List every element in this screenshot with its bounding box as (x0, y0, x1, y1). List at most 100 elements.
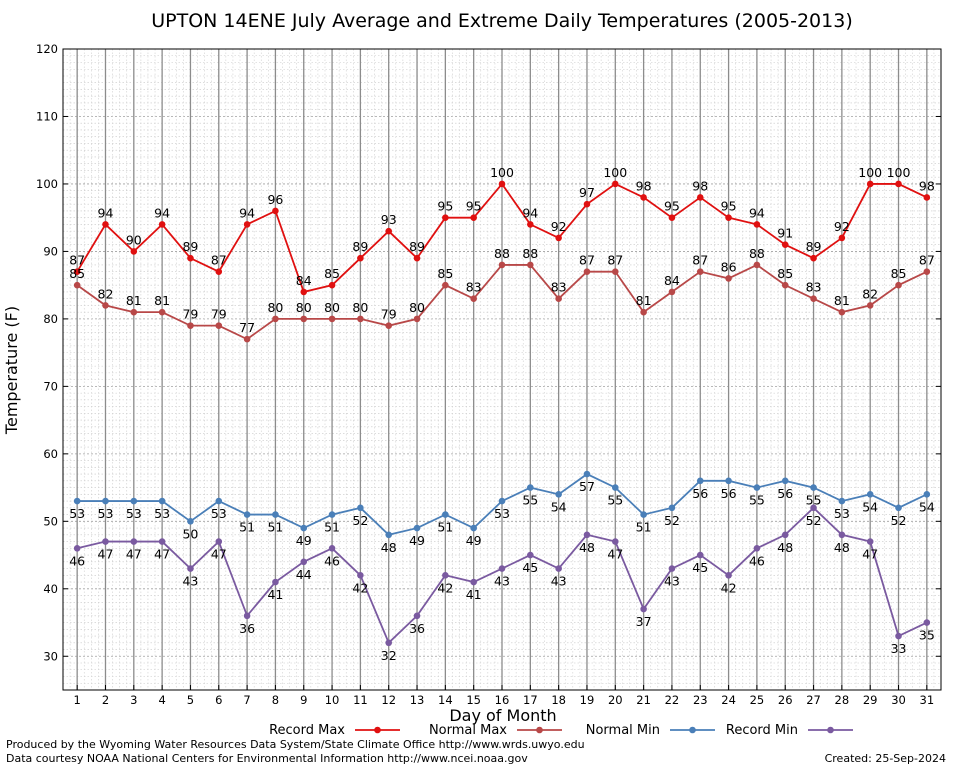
data-point (696, 551, 704, 559)
data-point (838, 308, 846, 316)
data-label: 42 (437, 580, 453, 595)
data-label: 45 (522, 560, 538, 575)
data-point (696, 268, 704, 275)
legend-label: Normal Min (586, 723, 660, 738)
x-tick-label: 31 (920, 693, 935, 707)
data-point (328, 511, 336, 518)
data-point (73, 268, 81, 275)
data-point (243, 335, 251, 343)
data-point (668, 565, 676, 572)
data-point (668, 288, 676, 296)
data-point (243, 511, 251, 518)
data-label: 100 (887, 165, 911, 180)
data-label: 54 (551, 499, 567, 514)
data-point (611, 538, 619, 545)
data-label: 51 (267, 520, 283, 535)
data-label: 50 (182, 526, 198, 541)
legend-item-normal-max: Normal Max (429, 723, 562, 738)
x-tick-label: 5 (187, 693, 194, 707)
data-label: 55 (749, 493, 765, 508)
x-tick-label: 20 (608, 693, 623, 707)
x-axis-ticks: 1 2 3 4 5 6 7 8 9 10 11 12 13 14 15 16 17 18 19 20 21 22 23 24 2… (73, 685, 934, 707)
data-label: 48 (579, 540, 595, 555)
data-point (527, 221, 534, 228)
data-point (527, 551, 534, 559)
data-point (753, 545, 761, 552)
data-label: 42 (352, 580, 368, 595)
data-point (923, 619, 931, 626)
data-label: 53 (69, 506, 85, 521)
data-label: 100 (603, 165, 627, 180)
data-point (753, 221, 761, 228)
data-label: 85 (324, 266, 340, 281)
data-point (838, 497, 846, 505)
x-tick-label: 18 (551, 693, 566, 707)
data-label: 53 (834, 506, 850, 521)
x-tick-label: 28 (835, 693, 850, 707)
chart-series: 87 94 90 94 89 87 94 96 84 85 89 93 89 95 95 100 94 92 97 1… (69, 165, 935, 663)
data-label: 53 (494, 506, 510, 521)
data-point (923, 194, 931, 201)
data-point (810, 484, 817, 491)
data-label: 51 (324, 520, 340, 535)
data-label: 55 (806, 493, 822, 508)
x-tick-label: 4 (158, 693, 165, 707)
y-tick-label: 110 (36, 109, 58, 123)
data-label: 46 (324, 553, 340, 568)
data-point (923, 268, 931, 275)
data-label: 94 (239, 205, 255, 220)
data-label: 51 (239, 520, 255, 535)
data-label: 57 (579, 479, 595, 494)
y-tick-label: 30 (43, 649, 58, 663)
series-normal-max: 85 82 81 81 79 79 77 80 80 80 80 79 80 85 83 88 88 83 87 87… (69, 246, 935, 343)
data-label: 53 (126, 506, 142, 521)
x-axis-title: Day of Month (449, 706, 556, 725)
data-label: 80 (409, 300, 425, 315)
data-label: 89 (806, 239, 822, 254)
data-label: 93 (381, 212, 397, 227)
data-label: 56 (721, 486, 737, 501)
x-tick-label: 10 (325, 693, 340, 707)
data-label: 92 (834, 219, 850, 234)
data-point (357, 571, 364, 579)
data-point (357, 315, 364, 323)
data-label: 81 (154, 293, 170, 308)
data-label: 95 (466, 199, 482, 214)
data-label: 49 (466, 533, 482, 548)
data-point (810, 295, 817, 302)
data-label: 52 (352, 513, 368, 528)
data-point (781, 281, 789, 289)
data-label: 86 (721, 259, 737, 274)
data-point (243, 221, 251, 228)
data-label: 80 (296, 300, 312, 315)
data-point (385, 322, 393, 329)
data-point (895, 180, 902, 188)
data-label: 41 (267, 587, 283, 602)
x-tick-label: 3 (130, 693, 137, 707)
x-tick-label: 1 (73, 693, 80, 707)
data-label: 47 (607, 547, 623, 562)
footer-data-courtesy: Data courtesy NOAA National Centers for … (6, 752, 528, 765)
data-label: 52 (664, 513, 680, 528)
x-tick-label: 26 (778, 693, 793, 707)
data-point (640, 308, 647, 316)
data-label: 33 (891, 641, 907, 656)
data-label: 47 (154, 547, 170, 562)
data-point (470, 214, 477, 221)
data-point (583, 470, 591, 478)
data-label: 89 (352, 239, 368, 254)
data-point (668, 504, 676, 512)
data-label: 94 (154, 205, 170, 220)
data-point (781, 241, 789, 248)
data-label: 87 (919, 253, 935, 268)
legend-item-normal-min: Normal Min (586, 723, 715, 738)
data-label: 95 (437, 199, 453, 214)
data-point (272, 511, 279, 518)
data-point (385, 531, 393, 539)
data-label: 53 (98, 506, 114, 521)
data-label: 36 (239, 621, 255, 636)
data-label: 87 (579, 253, 595, 268)
legend-swatch-marker (374, 726, 381, 734)
data-label: 80 (324, 300, 340, 315)
data-point (442, 571, 449, 579)
